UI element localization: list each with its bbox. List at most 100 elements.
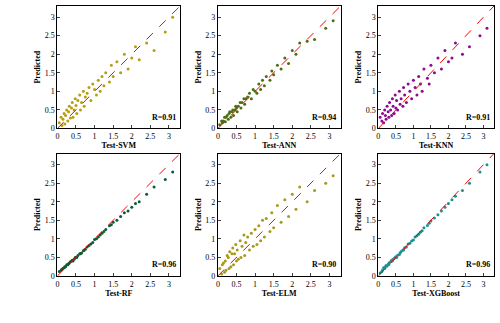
svg-text:Predicted: Predicted [194,198,203,231]
svg-text:0: 0 [55,280,59,289]
svg-text:0.5: 0.5 [391,132,401,141]
svg-text:0.5: 0.5 [205,253,215,262]
svg-text:3: 3 [481,132,485,141]
svg-text:2.5: 2.5 [145,280,155,289]
svg-text:2: 2 [130,132,134,141]
svg-text:2: 2 [290,280,294,289]
svg-text:1: 1 [211,235,215,244]
svg-text:2: 2 [446,132,450,141]
svg-text:2: 2 [51,198,55,207]
svg-text:2: 2 [446,280,450,289]
svg-text:0.5: 0.5 [391,280,401,289]
svg-text:Test-ANN: Test-ANN [262,141,296,150]
svg-text:1: 1 [211,87,215,96]
svg-text:0: 0 [51,124,55,133]
svg-text:1.5: 1.5 [205,216,215,225]
svg-text:Test-ELM: Test-ELM [262,289,297,298]
svg-text:2.5: 2.5 [145,132,155,141]
svg-text:0.5: 0.5 [45,253,55,262]
svg-text:2.5: 2.5 [306,280,316,289]
svg-text:1.5: 1.5 [426,132,436,141]
svg-text:1: 1 [411,132,415,141]
svg-text:0.5: 0.5 [231,280,241,289]
svg-text:R=0.96: R=0.96 [466,260,490,269]
svg-text:R=0.90: R=0.90 [312,260,336,269]
svg-text:1.5: 1.5 [366,216,376,225]
svg-text:3: 3 [372,160,376,169]
svg-text:Predicted: Predicted [33,198,42,231]
svg-text:2.5: 2.5 [366,179,376,188]
svg-text:Test-SVM: Test-SVM [102,141,137,150]
svg-text:1.5: 1.5 [108,280,118,289]
svg-text:0: 0 [51,272,55,281]
svg-text:0: 0 [376,132,380,141]
svg-text:1.5: 1.5 [269,280,279,289]
svg-text:0.5: 0.5 [71,132,81,141]
svg-text:2: 2 [372,50,376,59]
svg-text:0: 0 [55,132,59,141]
svg-text:1.5: 1.5 [45,216,55,225]
svg-text:3: 3 [51,13,55,22]
svg-text:0.5: 0.5 [231,132,241,141]
svg-text:0.5: 0.5 [366,106,376,115]
svg-text:R=0.91: R=0.91 [466,113,490,122]
svg-text:0: 0 [372,124,376,133]
svg-text:R=0.96: R=0.96 [152,260,176,269]
svg-text:2.5: 2.5 [205,31,215,40]
svg-text:1: 1 [411,280,415,289]
svg-text:0: 0 [376,280,380,289]
svg-text:0.5: 0.5 [71,280,81,289]
svg-text:1: 1 [93,280,97,289]
svg-text:2.5: 2.5 [45,179,55,188]
svg-text:1: 1 [372,235,376,244]
svg-text:0: 0 [372,272,376,281]
svg-text:3: 3 [481,280,485,289]
svg-text:R=0.94: R=0.94 [312,113,336,122]
svg-text:3: 3 [167,132,171,141]
svg-text:0: 0 [211,272,215,281]
svg-text:0.5: 0.5 [205,106,215,115]
svg-text:3: 3 [211,160,215,169]
svg-text:1.5: 1.5 [366,69,376,78]
svg-text:3: 3 [167,280,171,289]
svg-text:Test-KNN: Test-KNN [419,141,454,150]
svg-text:2: 2 [372,198,376,207]
svg-text:2.5: 2.5 [306,132,316,141]
svg-text:Predicted: Predicted [354,198,363,231]
svg-text:1.5: 1.5 [426,280,436,289]
svg-text:2: 2 [211,198,215,207]
svg-text:1: 1 [253,280,257,289]
svg-text:2: 2 [211,50,215,59]
svg-text:Predicted: Predicted [33,50,42,83]
svg-text:1: 1 [93,132,97,141]
svg-text:2.5: 2.5 [45,31,55,40]
svg-text:3: 3 [211,13,215,22]
svg-text:1.5: 1.5 [205,69,215,78]
svg-text:0: 0 [216,132,220,141]
svg-text:3: 3 [327,280,331,289]
svg-text:2.5: 2.5 [461,132,471,141]
svg-text:2: 2 [51,50,55,59]
svg-text:1: 1 [51,235,55,244]
svg-text:2.5: 2.5 [461,280,471,289]
svg-text:3: 3 [51,160,55,169]
svg-text:0.5: 0.5 [45,106,55,115]
svg-text:0: 0 [211,124,215,133]
svg-text:Test-RF: Test-RF [105,289,132,298]
svg-text:3: 3 [327,132,331,141]
svg-text:1: 1 [253,132,257,141]
svg-text:1.5: 1.5 [108,132,118,141]
svg-text:2: 2 [290,132,294,141]
svg-text:Predicted: Predicted [354,50,363,83]
svg-text:1: 1 [372,87,376,96]
svg-text:Predicted: Predicted [194,50,203,83]
svg-text:0: 0 [216,280,220,289]
svg-text:1.5: 1.5 [45,69,55,78]
svg-text:1: 1 [51,87,55,96]
svg-text:0.5: 0.5 [366,253,376,262]
svg-text:3: 3 [372,13,376,22]
svg-text:R=0.91: R=0.91 [152,113,176,122]
svg-text:2.5: 2.5 [205,179,215,188]
svg-text:Test-XGBoost: Test-XGBoost [412,289,460,298]
svg-text:2: 2 [130,280,134,289]
